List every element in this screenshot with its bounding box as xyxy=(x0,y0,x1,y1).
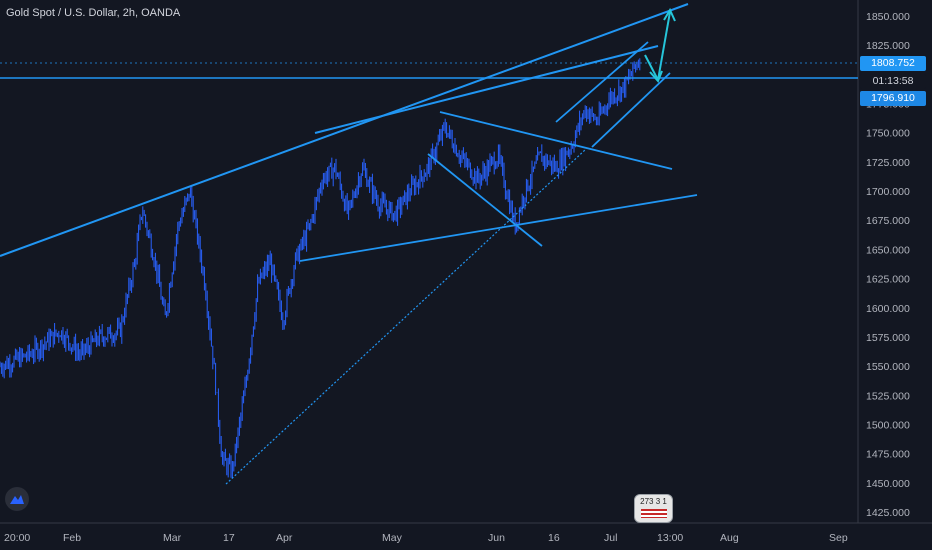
chart-title: Gold Spot / U.S. Dollar, 2h, OANDA xyxy=(6,7,181,19)
descending-diagonal-line[interactable] xyxy=(427,153,543,247)
price-tick-label: 1425.000 xyxy=(866,507,910,519)
price-tick-label: 1675.000 xyxy=(866,215,910,227)
price-tick-label: 1650.000 xyxy=(866,244,910,256)
time-tick-label: Feb xyxy=(63,532,81,544)
time-tick-label: Apr xyxy=(276,532,293,544)
price-tick-label: 1600.000 xyxy=(866,303,910,315)
lower-support-line[interactable] xyxy=(299,194,698,262)
price-tick-label: 1700.000 xyxy=(866,186,910,198)
time-tick-label: Sep xyxy=(829,532,848,544)
long-upper-trendline[interactable] xyxy=(0,3,689,257)
time-tick-label: 20:00 xyxy=(4,532,30,544)
tradingview-logo-icon[interactable] xyxy=(5,487,29,511)
price-tick-label: 1500.000 xyxy=(866,419,910,431)
upper-resistance-line[interactable] xyxy=(314,45,659,134)
drawings[interactable] xyxy=(0,3,858,485)
down-arrow-icon xyxy=(649,70,663,83)
price-tick-label: 1450.000 xyxy=(866,478,910,490)
countdown-tag: 01:13:58 xyxy=(860,74,926,89)
time-tick-label: Jun xyxy=(488,532,505,544)
price-tick-label: 1575.000 xyxy=(866,332,910,344)
price-tick-label: 1550.000 xyxy=(866,361,910,373)
badge-text: 273 3 1 xyxy=(640,497,667,506)
price-tick-label: 1625.000 xyxy=(866,274,910,286)
price-tick-label: 1825.000 xyxy=(866,40,910,52)
down-arrow-path[interactable] xyxy=(644,54,659,81)
dotted-uptrend-line[interactable] xyxy=(225,149,586,485)
time-tick-label: Aug xyxy=(720,532,739,544)
price-candles xyxy=(0,58,641,479)
forecast-arrows[interactable] xyxy=(644,7,676,83)
notification-badge[interactable]: 273 3 1 xyxy=(634,494,673,523)
price-axis[interactable]: 1850.0001825.0001775.0001750.0001725.000… xyxy=(866,11,910,519)
time-axis[interactable]: 20:00 Feb Mar 17 Apr May Jun 16 Jul 13:00 Aug Sep xyxy=(4,532,848,544)
price-tick-label: 1525.000 xyxy=(866,390,910,402)
up-arrow-icon xyxy=(663,7,676,22)
badge-flag-icon xyxy=(640,509,667,518)
time-tick-label: 16 xyxy=(548,532,560,544)
up-arrow-path[interactable] xyxy=(657,11,671,81)
line-price-tag: 1796.910 xyxy=(860,91,926,106)
price-tick-label: 1750.000 xyxy=(866,128,910,140)
channel-lower-line[interactable] xyxy=(591,72,671,148)
price-tick-label: 1725.000 xyxy=(866,157,910,169)
price-tick-label: 1850.000 xyxy=(866,11,910,23)
price-tick-label: 1475.000 xyxy=(866,449,910,461)
time-tick-label: 17 xyxy=(223,532,235,544)
time-tick-label: Mar xyxy=(163,532,182,544)
channel-upper-line[interactable] xyxy=(555,41,649,123)
time-tick-label: Jul xyxy=(604,532,617,544)
current-price-tag: 1808.752 xyxy=(860,56,926,71)
time-tick-label: May xyxy=(382,532,403,544)
descending-wedge-top-line[interactable] xyxy=(439,111,673,170)
time-tick-label: 13:00 xyxy=(657,532,683,544)
